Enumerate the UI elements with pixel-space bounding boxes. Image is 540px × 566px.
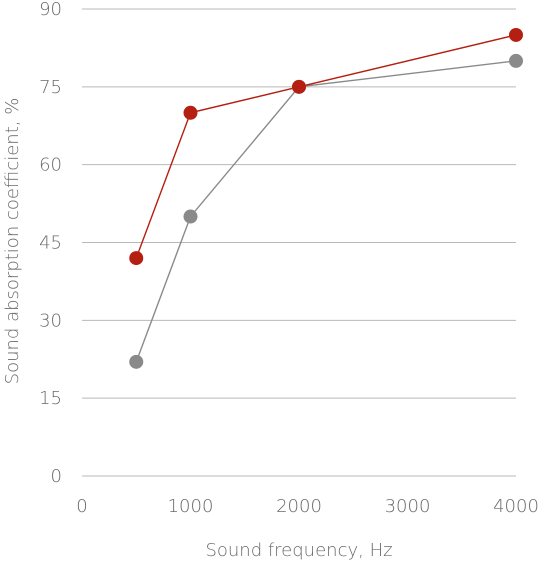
y-tick-label: 90 [39,0,62,20]
y-tick-label: 0 [51,466,62,487]
y-tick-label: 30 [39,310,62,331]
y-tick-label: 45 [39,233,62,254]
data-point [129,251,144,266]
y-tick-label: 15 [39,388,62,409]
x-tick-label: 0 [76,496,87,517]
y-axis-title: Sound absorption coefficient, % [2,98,23,385]
y-tick-label: 75 [39,77,62,98]
gridlines [82,8,516,399]
data-point [292,79,306,94]
x-tick-label: 1000 [168,496,214,517]
x-tick-labels: 0 1000 2000 3000 4000 [76,496,539,517]
y-tick-labels: 0 15 30 45 60 75 90 [39,0,62,487]
series-line [135,60,517,363]
x-tick-label: 2000 [276,496,322,517]
data-point [129,354,144,369]
series-line [135,34,517,259]
x-tick-label: 3000 [385,496,431,517]
data-series [129,27,523,369]
data-point [509,27,523,42]
data-point [183,105,198,120]
data-point [509,53,523,68]
data-point [183,209,198,224]
y-tick-label: 60 [39,155,62,176]
x-axis-title: Sound frequency, Hz [205,540,392,561]
x-tick-label: 4000 [493,496,539,517]
